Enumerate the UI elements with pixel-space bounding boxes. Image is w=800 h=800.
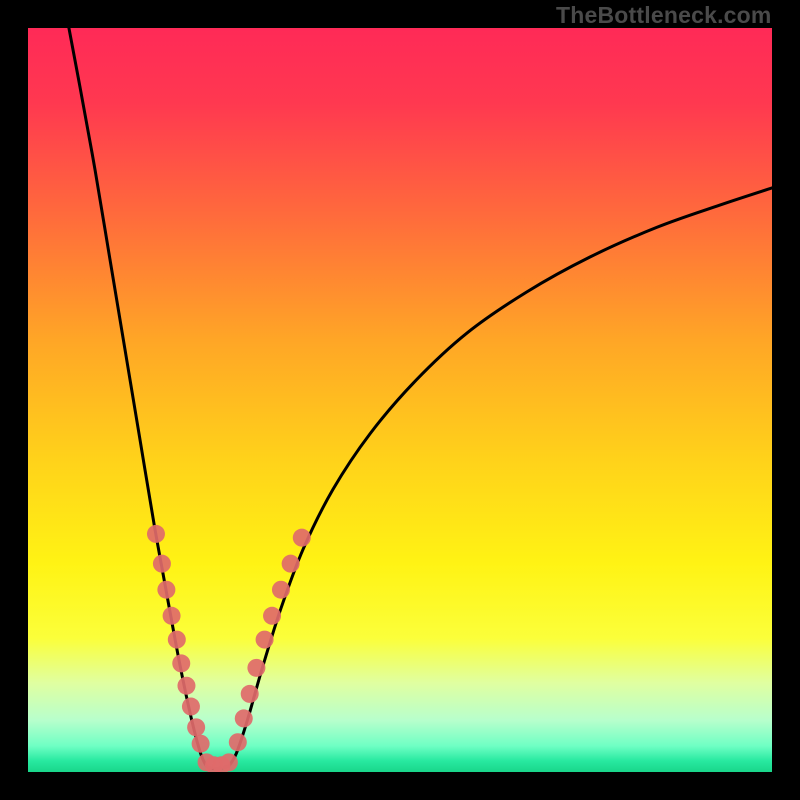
curve-layer: [28, 28, 772, 772]
bottleneck-curve-right: [229, 188, 772, 766]
data-dot-left: [187, 718, 205, 736]
data-dot-right: [241, 685, 259, 703]
data-dot-right: [263, 607, 281, 625]
chart-stage: TheBottleneck.com: [0, 0, 800, 800]
bottleneck-curve-left: [69, 28, 210, 768]
data-dot-left: [177, 677, 195, 695]
data-dot-right: [272, 581, 290, 599]
data-dot-left: [147, 525, 165, 543]
data-dot-right: [282, 555, 300, 573]
data-dot-left: [157, 581, 175, 599]
data-dot-left: [172, 654, 190, 672]
data-dot-right: [247, 659, 265, 677]
data-dot-left: [182, 698, 200, 716]
watermark-text: TheBottleneck.com: [556, 2, 772, 29]
data-dot-right: [235, 709, 253, 727]
plot-interior: [28, 28, 772, 772]
data-dot-left: [153, 555, 171, 573]
data-dot-right: [293, 529, 311, 547]
data-dot-left: [168, 631, 186, 649]
data-dot-right: [229, 733, 247, 751]
data-dot-left: [163, 607, 181, 625]
data-dot-bottom: [220, 753, 238, 771]
data-dot-left: [192, 735, 210, 753]
data-dot-right: [256, 631, 274, 649]
